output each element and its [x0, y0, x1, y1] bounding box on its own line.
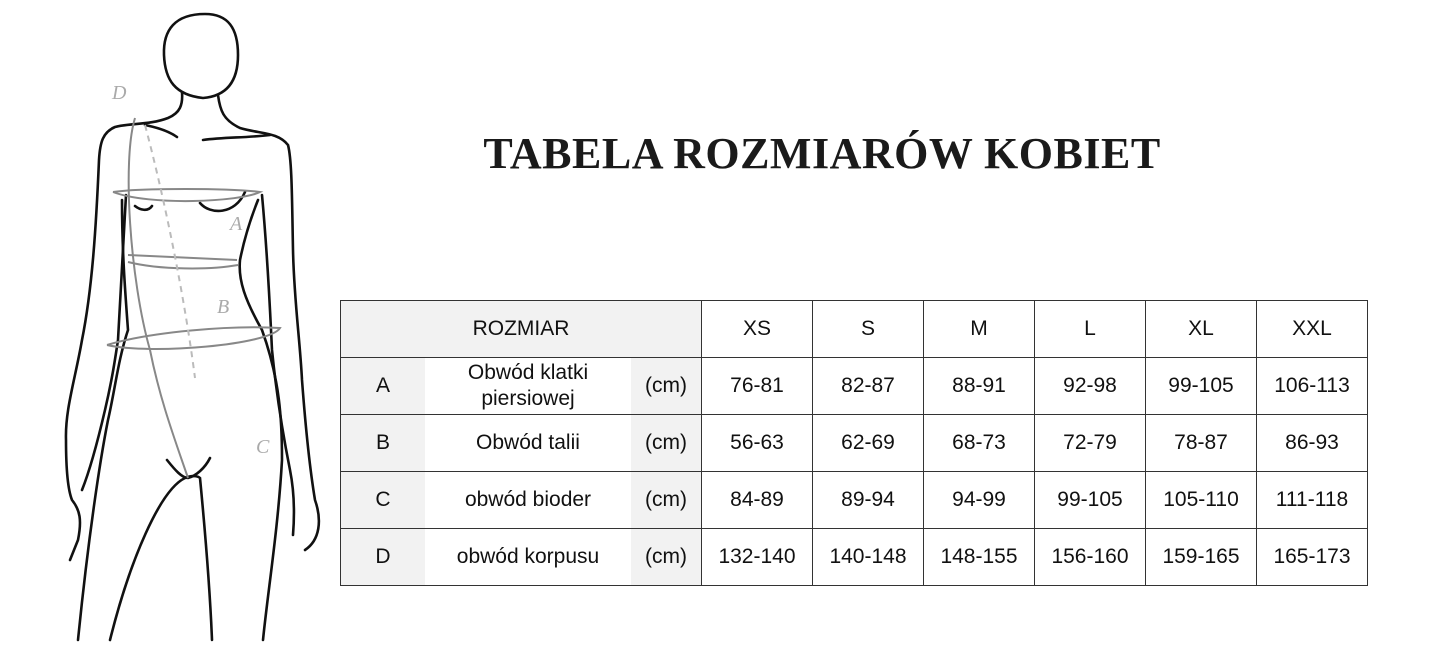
header-rozmiar: ROZMIAR — [340, 300, 702, 358]
row-unit: (cm) — [631, 357, 702, 415]
torso-right — [238, 198, 284, 642]
cell-value: 105-110 — [1145, 471, 1257, 529]
measure-line-d — [127, 117, 189, 479]
cell-value: 76-81 — [701, 357, 813, 415]
inner-leg — [108, 474, 214, 642]
figure-label-c: C — [256, 436, 270, 458]
neck-right — [216, 93, 321, 552]
row-label: obwód bioder — [425, 471, 631, 529]
cell-value: 156-160 — [1034, 528, 1146, 586]
crotch — [165, 456, 212, 480]
cell-value: 68-73 — [923, 414, 1035, 472]
cell-value: 88-91 — [923, 357, 1035, 415]
row-letter: C — [340, 471, 425, 529]
row-letter: D — [340, 528, 425, 586]
table-header-row: ROZMIAR XS S M L XL XXL — [340, 300, 1368, 358]
cell-value: 111-118 — [1256, 471, 1368, 529]
row-label: obwód korpusu — [425, 528, 631, 586]
row-unit: (cm) — [631, 471, 702, 529]
header-size: XS — [701, 300, 813, 358]
row-unit: (cm) — [631, 414, 702, 472]
cell-value: 56-63 — [701, 414, 813, 472]
cell-value: 78-87 — [1145, 414, 1257, 472]
clavicle-left — [143, 123, 179, 139]
cell-value: 86-93 — [1256, 414, 1368, 472]
cell-value: 62-69 — [812, 414, 924, 472]
row-letter: A — [340, 357, 425, 415]
size-table: ROZMIAR XS S M L XL XXL A Obwód klatki p… — [340, 300, 1368, 586]
row-unit: (cm) — [631, 528, 702, 586]
bust-left — [133, 204, 154, 212]
cell-value: 132-140 — [701, 528, 813, 586]
cell-value: 89-94 — [812, 471, 924, 529]
cell-value: 159-165 — [1145, 528, 1257, 586]
cell-value: 99-105 — [1034, 471, 1146, 529]
figure-label-a: A — [228, 213, 243, 235]
figure-label-b: B — [217, 296, 229, 318]
arm-right-inner — [260, 193, 296, 537]
page-title: TABELA ROZMIARÓW KOBIET — [483, 129, 1161, 178]
header-size: XL — [1145, 300, 1257, 358]
torso-left — [76, 198, 130, 642]
cell-value: 82-87 — [812, 357, 924, 415]
table-row: D obwód korpusu (cm) 132-140 140-148 148… — [340, 528, 1368, 586]
head-outline — [162, 12, 240, 100]
cell-value: 140-148 — [812, 528, 924, 586]
measure-line-b — [127, 254, 239, 270]
neck-left — [64, 90, 184, 562]
measure-line-d-dashed — [144, 124, 196, 379]
table-row: C obwód bioder (cm) 84-89 89-94 94-99 99… — [340, 471, 1368, 529]
cell-value: 94-99 — [923, 471, 1035, 529]
header-size: XXL — [1256, 300, 1368, 358]
cell-value: 106-113 — [1256, 357, 1368, 415]
table-row: B Obwód talii (cm) 56-63 62-69 68-73 72-… — [340, 414, 1368, 472]
cell-value: 72-79 — [1034, 414, 1146, 472]
cell-value: 165-173 — [1256, 528, 1368, 586]
clavicle-right — [201, 133, 272, 142]
body-measurement-figure: D A B C — [64, 12, 321, 642]
figure-label-d: D — [111, 82, 127, 104]
header-size: L — [1034, 300, 1146, 358]
row-letter: B — [340, 414, 425, 472]
row-label: Obwód talii — [425, 414, 631, 472]
table-row: A Obwód klatki piersiowej (cm) 76-81 82-… — [340, 357, 1368, 415]
cell-value: 148-155 — [923, 528, 1035, 586]
cell-value: 92-98 — [1034, 357, 1146, 415]
row-label: Obwód klatki piersiowej — [425, 357, 631, 415]
cell-value: 84-89 — [701, 471, 813, 529]
header-size: M — [923, 300, 1035, 358]
measure-line-c — [106, 326, 282, 350]
cell-value: 99-105 — [1145, 357, 1257, 415]
arm-left-inner — [80, 193, 128, 492]
header-size: S — [812, 300, 924, 358]
measure-line-a — [112, 188, 264, 203]
